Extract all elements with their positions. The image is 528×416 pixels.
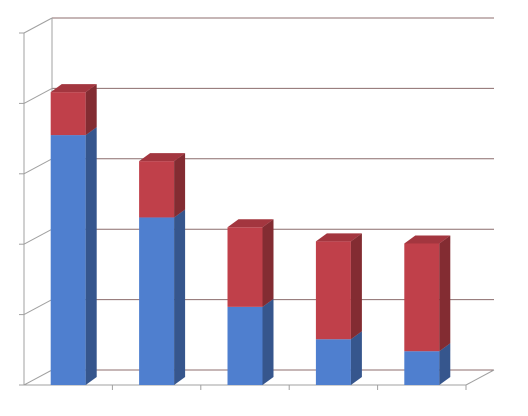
- bar-segment: [139, 217, 175, 385]
- bar-segment: [404, 351, 440, 385]
- bar-segment-side: [439, 235, 451, 352]
- bar-top: [227, 219, 274, 228]
- bar-segment-side: [439, 343, 451, 385]
- grid-line-side: [23, 17, 53, 34]
- bar-top: [50, 84, 97, 93]
- grid-line-side: [23, 369, 53, 386]
- bar-segment: [50, 135, 86, 385]
- grid-line-side: [23, 87, 53, 104]
- floor-right-edge: [465, 369, 495, 386]
- grid-line-side: [23, 228, 53, 245]
- bar-segment-side: [85, 84, 97, 136]
- grid-line-side: [23, 299, 53, 316]
- bar-segment: [315, 241, 351, 340]
- bar-segment-side: [174, 209, 186, 385]
- bar-segment: [315, 339, 351, 385]
- bar-segment: [404, 243, 440, 352]
- bar-segment-side: [85, 127, 97, 385]
- bar-segment-side: [350, 233, 362, 340]
- bar-segment: [50, 92, 86, 136]
- bar-segment: [227, 227, 263, 307]
- bar-segment-side: [262, 298, 274, 385]
- bar-segment: [139, 161, 175, 218]
- bar-segment-side: [174, 153, 186, 218]
- bar-top: [404, 235, 451, 244]
- grid-line-side: [23, 158, 53, 175]
- bar-segment-side: [350, 331, 362, 385]
- bar-top: [139, 153, 186, 162]
- bar-segment-side: [262, 219, 274, 307]
- bar-top: [315, 233, 362, 242]
- bar-segment: [227, 306, 263, 385]
